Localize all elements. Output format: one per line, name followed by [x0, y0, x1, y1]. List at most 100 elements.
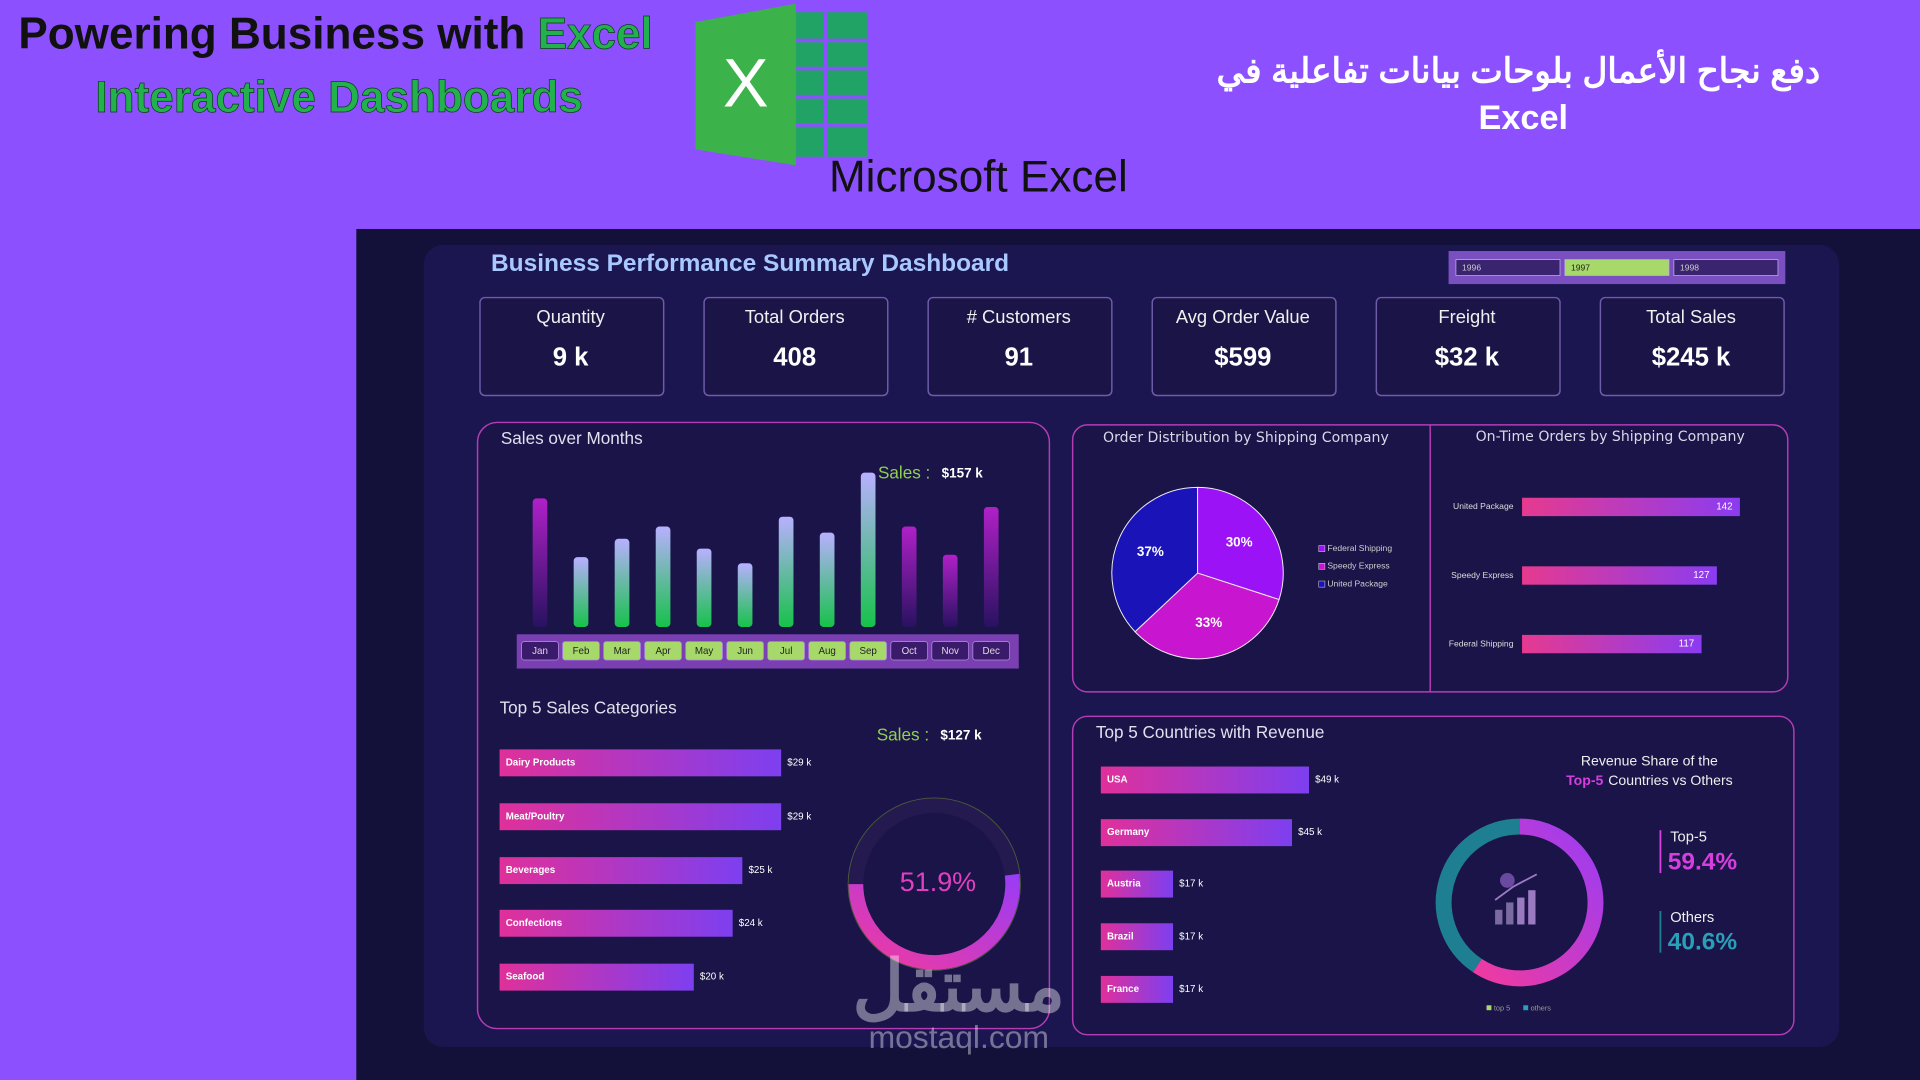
kpi-card [479, 296, 665, 397]
bar [1100, 819, 1293, 847]
bar [942, 554, 958, 627]
logo-letter: X [723, 44, 769, 121]
arabic-title: دفع نجاح الأعمال بلوحات بيانات تفاعلية ف… [1217, 50, 1821, 92]
month-label[interactable]: Jun [737, 646, 753, 657]
donut-arc [848, 873, 1020, 970]
title-part: Powering Business with [18, 9, 525, 58]
kpi-value: $599 [1214, 344, 1271, 372]
month-label[interactable]: Jul [780, 646, 793, 657]
legend-swatch [1318, 545, 1326, 552]
kpi-label: Avg Order Value [1176, 306, 1310, 327]
legend-label: Federal Shipping [1327, 543, 1392, 553]
bar [499, 749, 782, 777]
kpi-label: Total Orders [745, 306, 845, 327]
category-label: Beverages [506, 865, 556, 876]
category-label: Speedy Express [1451, 570, 1513, 580]
category-label: Meat/Poultry [506, 811, 565, 822]
chart-title: Top 5 Countries with Revenue [1096, 722, 1324, 742]
excel-logo: X [695, 3, 867, 166]
bar [1100, 975, 1174, 1003]
month-button[interactable] [685, 641, 723, 661]
month-button[interactable] [726, 641, 764, 661]
header-title-line: Interactive Dashboards [95, 73, 583, 122]
month-label[interactable]: Jan [532, 646, 548, 657]
month-label[interactable]: Sep [859, 646, 877, 657]
icon-bar [1506, 902, 1514, 925]
value-label: 142 [1716, 502, 1732, 513]
year-label[interactable]: 1997 [1571, 262, 1590, 272]
header-title: Powering Business with Excel [18, 9, 652, 58]
kpi-value: $245 k [1652, 344, 1731, 372]
value-label: 117 [1679, 639, 1695, 650]
month-button[interactable] [808, 641, 846, 661]
dashboard-title: Business Performance Summary Dashboard [491, 250, 1009, 277]
year-button[interactable] [1455, 259, 1561, 276]
mini-legend-swatch [1523, 1005, 1529, 1011]
countries-panel [1071, 715, 1795, 1036]
month-label[interactable]: Aug [818, 646, 835, 657]
chart-title: Revenue Share of the [1581, 752, 1718, 768]
bar [655, 526, 671, 627]
value-label: $29 k [787, 757, 811, 768]
month-button[interactable] [644, 641, 682, 661]
donut-arc [1435, 818, 1520, 973]
bar [901, 526, 917, 627]
year-label[interactable]: 1996 [1462, 262, 1481, 272]
bar [499, 963, 694, 991]
year-label[interactable]: 1998 [1680, 262, 1699, 272]
arabic-title: Excel [1478, 99, 1568, 137]
month-label[interactable]: Nov [942, 646, 960, 657]
month-label[interactable]: May [695, 646, 714, 657]
month-button[interactable] [521, 641, 559, 661]
slicer-buttons: 1996 1997 1998 [1455, 259, 1779, 276]
bar [532, 498, 548, 627]
month-button[interactable] [562, 641, 600, 661]
legend-swatch [1318, 563, 1326, 570]
chart-title: Top 5 Sales Categories [500, 698, 677, 718]
kpi-card [1151, 296, 1337, 397]
value-label: $17 k [1179, 879, 1203, 890]
chart-title: Top-5 Countries vs Others [1566, 772, 1733, 788]
month-label[interactable]: Mar [614, 646, 632, 657]
bar [499, 803, 782, 831]
month-button[interactable] [890, 641, 928, 661]
value-label: $49 k [1315, 775, 1339, 786]
bar [1522, 566, 1717, 585]
donut-value: 51.9% [900, 867, 976, 897]
pie-slice [1111, 486, 1199, 633]
coin [1500, 873, 1515, 888]
year-button[interactable] [1564, 259, 1670, 276]
title-part: Countries vs Others [1608, 772, 1732, 788]
kpi-value: 91 [1004, 344, 1033, 372]
month-label[interactable]: Feb [573, 646, 590, 657]
icon-trend [1494, 873, 1538, 901]
month-button[interactable] [849, 641, 887, 661]
donut-arc [1472, 818, 1604, 987]
slice-label: 30% [1226, 534, 1253, 549]
bar [499, 857, 743, 885]
bar [1100, 766, 1310, 794]
year-button[interactable] [1673, 259, 1779, 276]
annotation-value: $127 k [940, 727, 982, 742]
month-button[interactable] [767, 641, 805, 661]
month-button[interactable] [603, 641, 641, 661]
bar [737, 563, 753, 627]
kpi-value: 408 [773, 344, 816, 372]
month-button[interactable] [972, 641, 1010, 661]
month-button[interactable] [931, 641, 969, 661]
value-label: $25 k [748, 865, 772, 876]
month-label[interactable]: Oct [902, 646, 917, 657]
mini-legend-swatch [1486, 1005, 1492, 1011]
value-label: $17 k [1179, 984, 1203, 995]
bar [1100, 923, 1174, 951]
value-label: $29 k [787, 811, 811, 822]
pie-slice [1134, 572, 1280, 660]
sales-panel [476, 421, 1051, 1030]
month-label[interactable]: Dec [983, 646, 1001, 657]
month-label[interactable]: Apr [655, 646, 671, 657]
pie-title-box: Order Distribution by Shipping Company [1103, 429, 1389, 446]
kpi-value: $32 k [1435, 344, 1500, 372]
mini-legend-label: others [1531, 1003, 1552, 1012]
